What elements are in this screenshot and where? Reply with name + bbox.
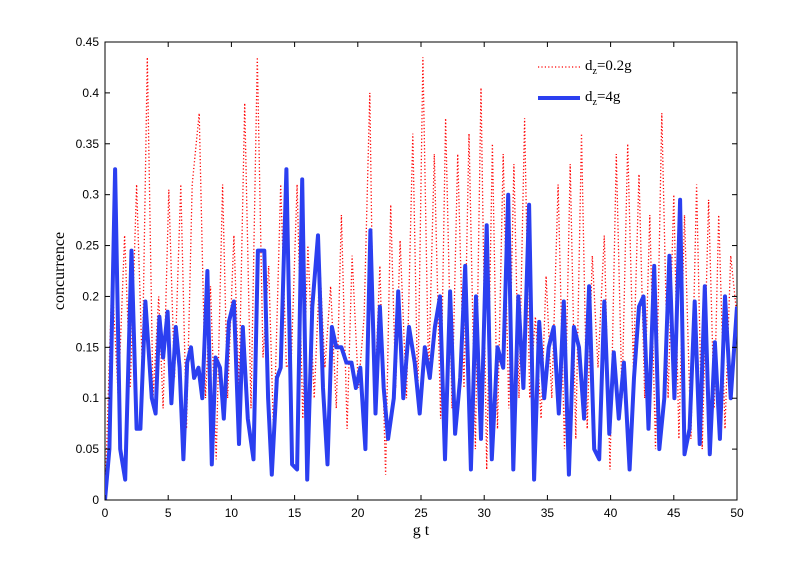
x-tick-label: 50	[730, 506, 744, 520]
y-tick-label: 0.25	[76, 239, 100, 253]
x-tick-label: 30	[478, 506, 492, 520]
y-tick-label: 0.3	[82, 188, 99, 202]
series-line-dz-4g	[105, 167, 737, 500]
y-tick-label: 0.35	[76, 137, 100, 151]
x-tick-label: 20	[351, 506, 365, 520]
y-tick-label: 0.15	[76, 340, 100, 354]
series-layer	[105, 57, 737, 500]
x-tick-label: 45	[667, 506, 681, 520]
legend: dz=0.2g dz=4g	[538, 58, 632, 108]
y-tick-label: 0	[92, 493, 99, 507]
y-tick-label: 0.2	[82, 289, 99, 303]
y-axis-title: concurrence	[51, 232, 68, 310]
x-axis-title: g t	[413, 522, 430, 539]
y-tick-label: 0.05	[76, 442, 100, 456]
legend-label: dz=0.2g	[585, 58, 632, 77]
x-tick-label: 35	[541, 506, 555, 520]
x-tick-label: 0	[102, 506, 109, 520]
x-tick-label: 10	[225, 506, 239, 520]
legend-label: dz=4g	[585, 89, 621, 108]
y-tick-label: 0.45	[76, 35, 100, 49]
x-tick-label: 5	[165, 506, 172, 520]
series-line-dz-0-2g	[105, 57, 737, 500]
x-tick-label: 25	[414, 506, 428, 520]
plot-frame	[104, 41, 738, 501]
y-tick-label: 0.1	[82, 391, 99, 405]
x-tick-label: 40	[604, 506, 618, 520]
tick-layer: 0 5 10 15 20 25 30 35 40 45 50 0 0.05 0.1 0.15 0.2 0.25 0…	[76, 35, 744, 520]
x-tick-label: 15	[288, 506, 302, 520]
y-tick-label: 0.4	[82, 86, 99, 100]
